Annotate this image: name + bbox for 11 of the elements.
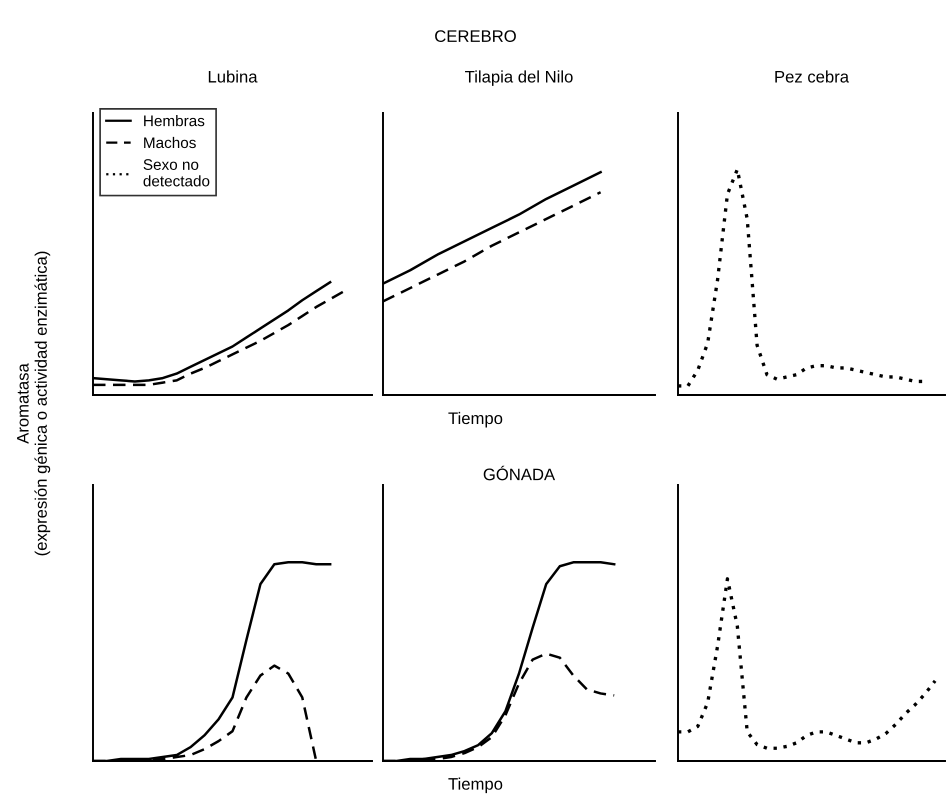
chart-title: Lubina [208, 70, 258, 83]
x-axis-title: Tiempo [448, 412, 502, 428]
legend-label: Hembras [144, 115, 204, 126]
text: Sexo no detectado [144, 159, 210, 186]
text: CEREBRO [435, 30, 516, 42]
text: GÓNADA [484, 466, 556, 480]
legend-label: Machos [144, 136, 196, 148]
chart-title: Tilapia del Nilo [465, 70, 573, 86]
x-axis-title: Tiempo [448, 778, 502, 794]
chart-title: Pez cebra [775, 70, 850, 83]
y-axis-title: Aromatasa (expresión génica o actividad enzimática) [17, 252, 50, 556]
